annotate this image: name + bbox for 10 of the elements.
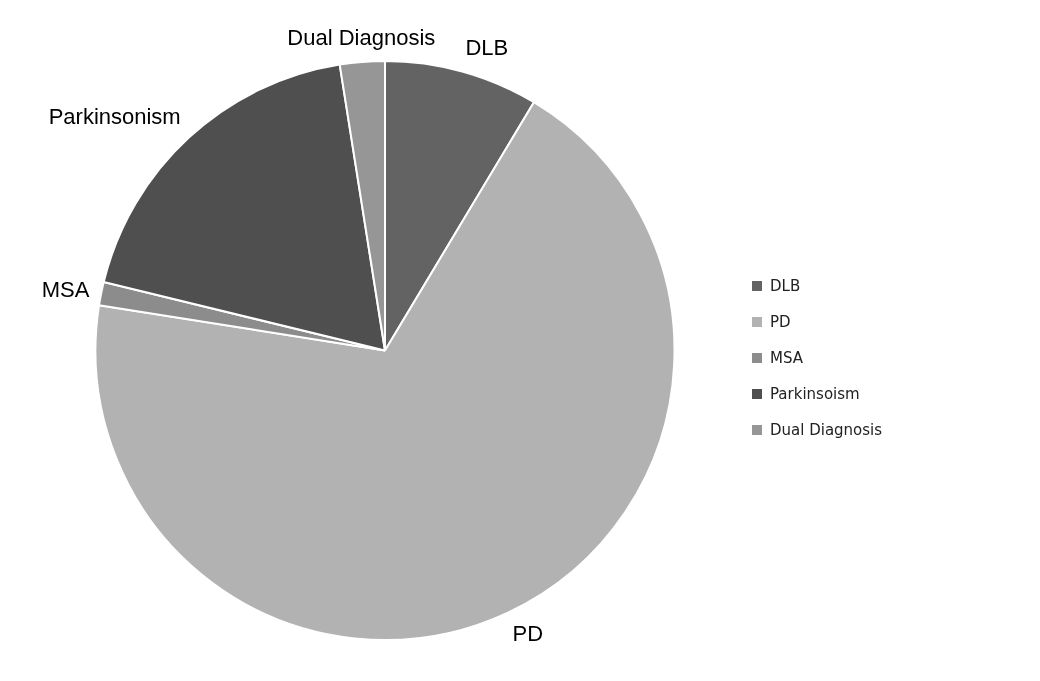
data-label: Dual Diagnosis	[287, 24, 436, 50]
legend-label: PD	[770, 313, 791, 331]
data-label: MSA	[41, 277, 90, 303]
data-label: Parkinsonism	[48, 103, 181, 129]
legend-label: Parkinsoism	[770, 385, 860, 403]
legend-label: DLB	[770, 277, 801, 295]
legend-label: Dual Diagnosis	[770, 421, 883, 439]
legend-label: MSA	[770, 349, 804, 367]
data-label: PD	[512, 620, 544, 646]
data-label: DLB	[465, 35, 509, 60]
